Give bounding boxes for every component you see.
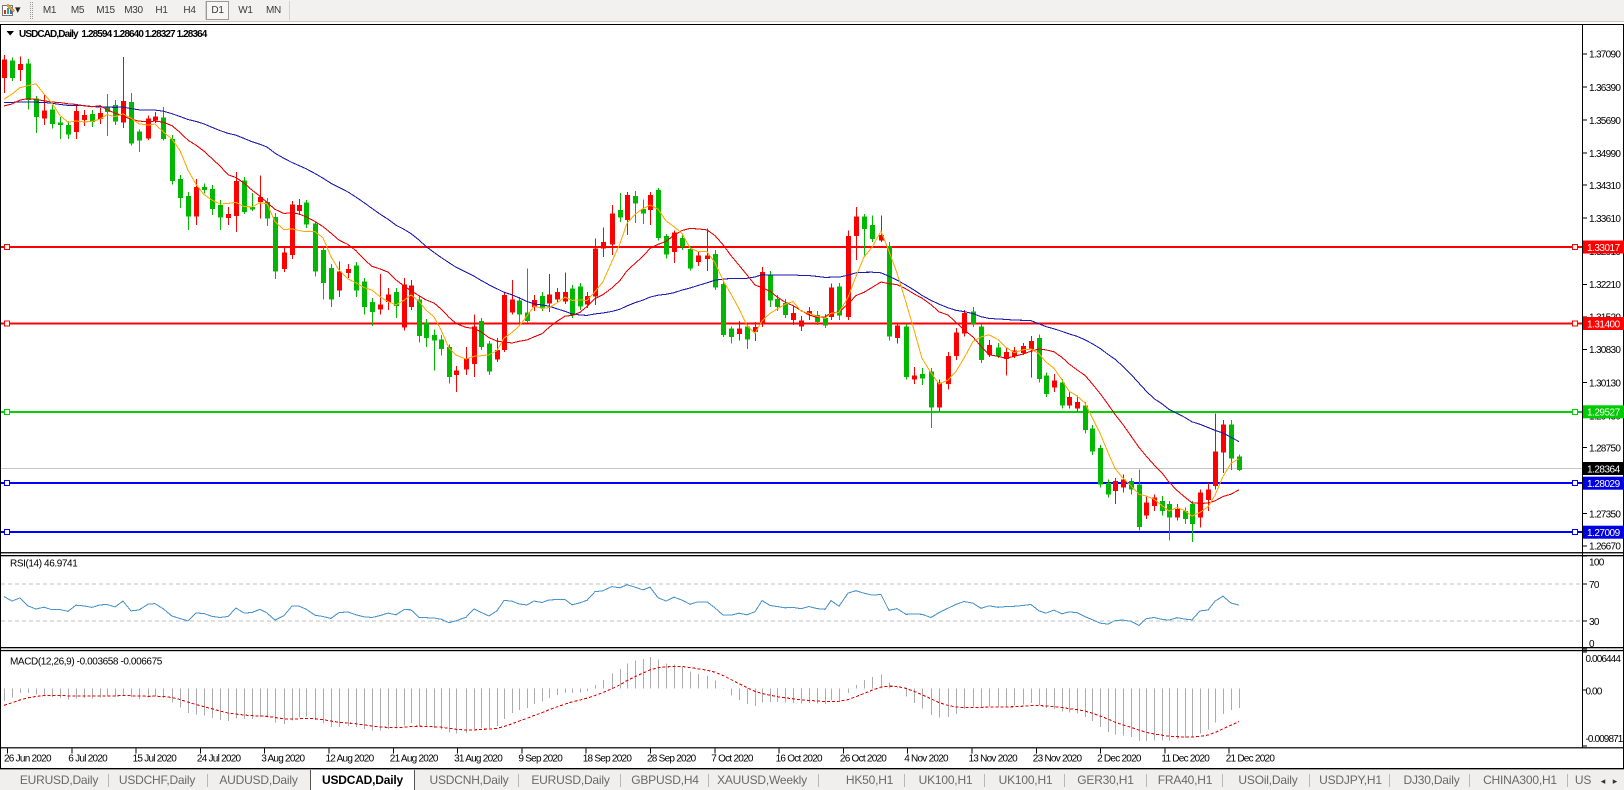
svg-text:USDCAD,Daily 1.28594 1.28640: USDCAD,Daily 1.28594 1.28640 1.28327 1.2… bbox=[19, 29, 208, 40]
svg-text:23 Nov 2020: 23 Nov 2020 bbox=[1033, 754, 1083, 765]
svg-text:21 Dec 2020: 21 Dec 2020 bbox=[1226, 754, 1276, 765]
svg-text:3 Aug 2020: 3 Aug 2020 bbox=[261, 754, 305, 765]
svg-text:1.28029: 1.28029 bbox=[1587, 479, 1621, 490]
svg-text:12 Aug 2020: 12 Aug 2020 bbox=[326, 754, 375, 765]
svg-text:0.006444: 0.006444 bbox=[1586, 654, 1622, 665]
svg-text:1.31400: 1.31400 bbox=[1587, 319, 1621, 330]
svg-text:7 Oct 2020: 7 Oct 2020 bbox=[711, 754, 754, 765]
svg-text:1.33017: 1.33017 bbox=[1587, 243, 1621, 254]
svg-text:15 Jul 2020: 15 Jul 2020 bbox=[133, 754, 178, 765]
svg-text:1.26670: 1.26670 bbox=[1589, 542, 1621, 553]
svg-text:RSI(14) 46.9741: RSI(14) 46.9741 bbox=[10, 559, 78, 570]
svg-text:1.35690: 1.35690 bbox=[1589, 116, 1621, 127]
svg-text:0.00: 0.00 bbox=[1586, 686, 1603, 697]
svg-text:1.28750: 1.28750 bbox=[1589, 443, 1621, 454]
svg-text:1.27350: 1.27350 bbox=[1589, 510, 1621, 521]
svg-text:MACD(12,26,9) -0.003658 -0.006: MACD(12,26,9) -0.003658 -0.006675 bbox=[10, 657, 163, 668]
svg-text:70: 70 bbox=[1589, 580, 1600, 591]
svg-text:21 Aug 2020: 21 Aug 2020 bbox=[390, 754, 439, 765]
svg-text:31 Aug 2020: 31 Aug 2020 bbox=[454, 754, 503, 765]
svg-text:26 Jun 2020: 26 Jun 2020 bbox=[4, 754, 52, 765]
svg-text:18 Sep 2020: 18 Sep 2020 bbox=[583, 754, 633, 765]
svg-text:100: 100 bbox=[1589, 558, 1605, 569]
svg-text:9 Sep 2020: 9 Sep 2020 bbox=[518, 754, 563, 765]
svg-text:1.36390: 1.36390 bbox=[1589, 83, 1621, 94]
svg-text:1.33610: 1.33610 bbox=[1589, 214, 1621, 225]
svg-text:30: 30 bbox=[1589, 617, 1600, 628]
svg-text:1.27009: 1.27009 bbox=[1587, 528, 1621, 539]
svg-text:1.37090: 1.37090 bbox=[1589, 50, 1621, 61]
svg-text:1.34990: 1.34990 bbox=[1589, 149, 1621, 160]
svg-text:6 Jul 2020: 6 Jul 2020 bbox=[68, 754, 108, 765]
svg-text:4 Nov 2020: 4 Nov 2020 bbox=[904, 754, 949, 765]
svg-text:1.32210: 1.32210 bbox=[1589, 280, 1621, 291]
svg-text:1.34310: 1.34310 bbox=[1589, 181, 1621, 192]
svg-text:1.30130: 1.30130 bbox=[1589, 378, 1621, 389]
svg-text:2 Dec 2020: 2 Dec 2020 bbox=[1097, 754, 1142, 765]
svg-text:-0.009871: -0.009871 bbox=[1586, 734, 1624, 745]
svg-text:13 Nov 2020: 13 Nov 2020 bbox=[969, 754, 1019, 765]
svg-text:24 Jul 2020: 24 Jul 2020 bbox=[197, 754, 242, 765]
svg-text:28 Sep 2020: 28 Sep 2020 bbox=[647, 754, 697, 765]
svg-text:1.28364: 1.28364 bbox=[1587, 464, 1621, 475]
svg-text:1.29527: 1.29527 bbox=[1587, 408, 1621, 419]
svg-text:0: 0 bbox=[1589, 639, 1595, 650]
svg-text:11 Dec 2020: 11 Dec 2020 bbox=[1161, 754, 1210, 765]
svg-text:1.30830: 1.30830 bbox=[1589, 345, 1621, 356]
svg-text:16 Oct 2020: 16 Oct 2020 bbox=[776, 754, 823, 765]
svg-text:26 Oct 2020: 26 Oct 2020 bbox=[840, 754, 887, 765]
